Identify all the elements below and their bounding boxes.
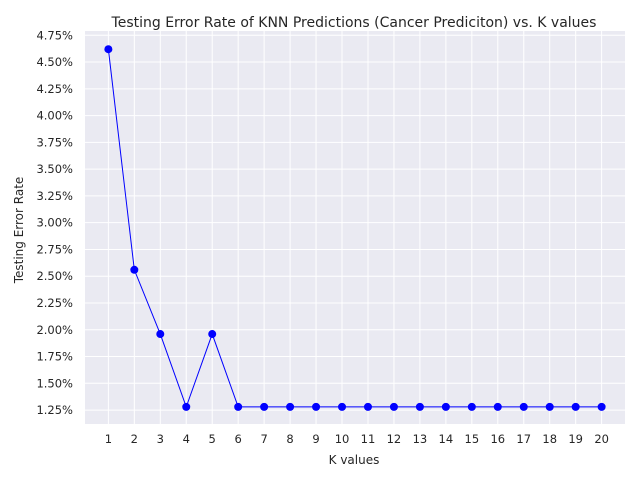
data-point [130,265,139,274]
x-tick-label: 3 [157,432,164,446]
y-tick-label: 1.50% [36,376,73,390]
x-tick-label: 10 [335,432,350,446]
data-point [104,45,113,54]
y-tick-label: 3.50% [36,162,73,176]
y-tick-label: 4.25% [36,82,73,96]
grid-lines [85,31,625,424]
data-point [312,402,321,411]
chart-title: Testing Error Rate of KNN Predictions (C… [111,15,597,31]
y-axis-ticks: 1.25% 1.50% 1.75% 2.00% 2.25% 2.50% 2.75% 3.00%… [36,28,73,417]
x-tick-label: 20 [594,432,609,446]
y-tick-label: 2.00% [36,323,73,337]
data-point [545,402,554,411]
x-tick-label: 13 [413,432,428,446]
x-tick-label: 12 [387,432,402,446]
data-point [182,402,191,411]
data-point [415,402,424,411]
y-tick-label: 4.75% [36,28,73,42]
x-tick-label: 8 [286,432,293,446]
data-point [389,402,398,411]
y-tick-label: 1.75% [36,350,73,364]
y-tick-label: 2.75% [36,242,73,256]
data-point [208,330,217,339]
data-point [156,330,165,339]
y-tick-label: 3.75% [36,135,73,149]
data-point [363,402,372,411]
x-tick-label: 17 [516,432,531,446]
data-point [441,402,450,411]
x-tick-label: 14 [439,432,454,446]
y-tick-label: 2.50% [36,269,73,283]
series-group [104,45,606,411]
x-tick-label: 1 [105,432,112,446]
y-tick-label: 4.00% [36,109,73,123]
series-line [107,49,602,409]
x-tick-label: 9 [312,432,319,446]
x-tick-label: 6 [235,432,242,446]
plot-area-background [85,31,625,424]
x-tick-label: 19 [568,432,583,446]
x-axis-ticks: 1 2 3 4 5 6 7 8 9 10 11 12 13 14 15 16 17 18 19 20 [105,432,609,446]
data-point [597,402,606,411]
x-tick-label: 15 [465,432,480,446]
x-tick-label: 2 [131,432,138,446]
data-point [286,402,295,411]
x-tick-label: 16 [490,432,505,446]
x-axis-label: K values [329,453,380,467]
x-tick-label: 5 [209,432,216,446]
data-point [519,402,528,411]
y-tick-label: 3.00% [36,216,73,230]
data-point [234,402,243,411]
y-tick-label: 3.25% [36,189,73,203]
y-tick-label: 4.50% [36,55,73,69]
data-point [493,402,502,411]
x-tick-label: 11 [361,432,376,446]
data-point [467,402,476,411]
data-point [260,402,269,411]
y-tick-label: 1.25% [36,403,73,417]
x-tick-label: 4 [183,432,190,446]
x-tick-label: 18 [542,432,557,446]
y-axis-label: Testing Error Rate [12,177,26,285]
y-tick-label: 2.25% [36,296,73,310]
data-point [571,402,580,411]
x-tick-label: 7 [260,432,267,446]
data-point [338,402,347,411]
